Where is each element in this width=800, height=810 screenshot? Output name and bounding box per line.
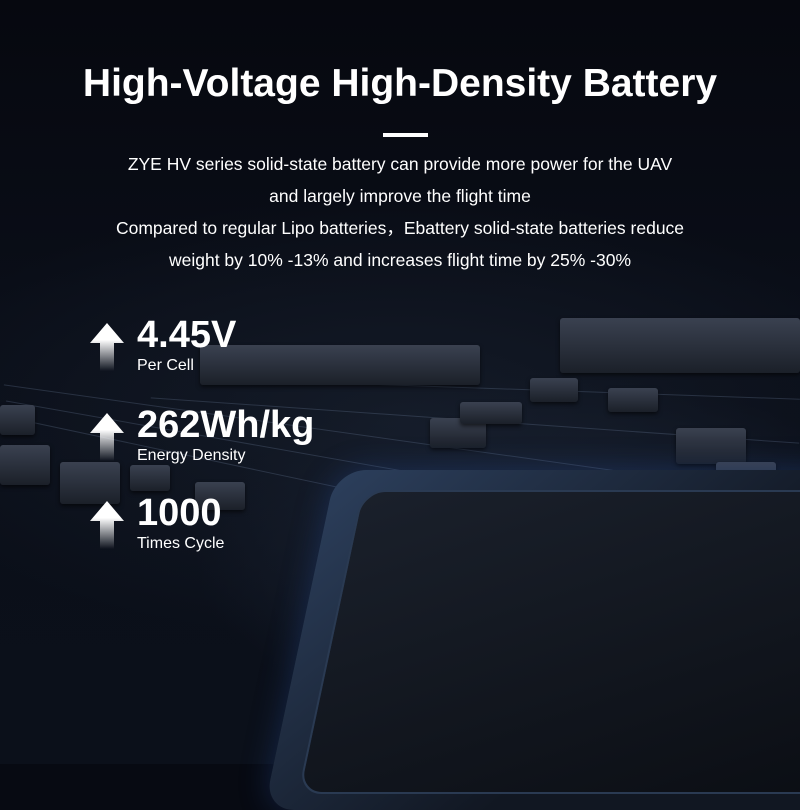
page-title: High-Voltage High-Density Battery [82,62,718,105]
stat-value: 4.45V [137,314,237,356]
stat-label: Per Cell [137,357,194,374]
description-line: weight by 10% -13% and increases flight … [168,250,632,270]
description-line: ZYE HV series solid-state battery can pr… [127,154,673,174]
up-arrow-icon [90,501,124,549]
stat-value: 1000 [137,492,222,534]
processor-chip-surface [297,490,800,794]
stat-value: 262Wh/kg [137,404,315,446]
description-line: Compared to regular Lipo batteries，Ebatt… [115,218,685,238]
up-arrow-icon [90,323,124,371]
description-line: and largely improve the flight time [269,186,531,206]
stat-label: Times Cycle [137,535,225,552]
stat-label: Energy Density [137,447,246,464]
description: ZYE HV series solid-state battery can pr… [0,148,800,276]
title-divider [383,133,428,137]
up-arrow-icon [90,413,124,461]
